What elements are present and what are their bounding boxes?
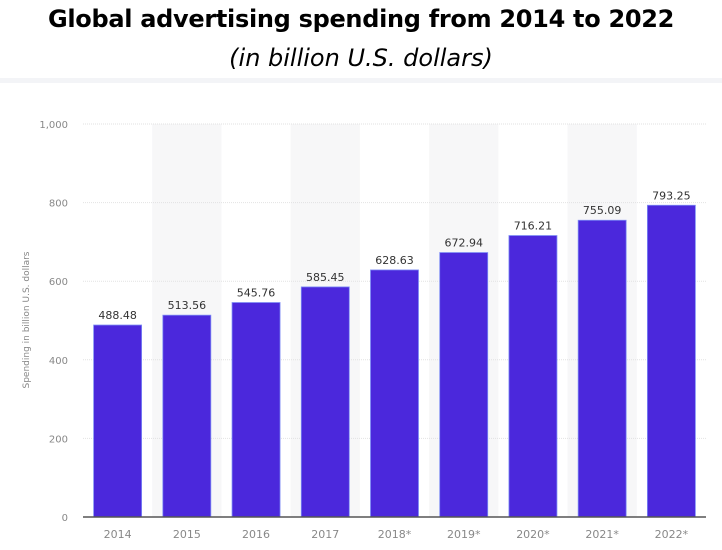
x-tick-label: 2020*	[516, 528, 550, 541]
x-tick-label: 2015	[173, 528, 201, 541]
bar	[231, 302, 281, 518]
data-label: 672.94	[444, 237, 483, 250]
x-tick-label: 2014	[104, 528, 132, 541]
data-label: 628.63	[375, 254, 414, 267]
bar	[93, 324, 143, 518]
x-tick-label: 2022*	[655, 528, 689, 541]
data-label: 585.45	[306, 271, 345, 284]
bar	[300, 286, 350, 518]
chart-title: Global advertising spending from 2014 to…	[47, 5, 675, 33]
bar	[370, 269, 419, 518]
data-label: 793.25	[652, 189, 691, 202]
y-tick-label: 600	[49, 277, 68, 288]
x-tick-label: 2021*	[585, 528, 619, 541]
bar	[162, 314, 212, 518]
x-tick-label: 2018*	[378, 528, 412, 541]
bar	[439, 252, 489, 518]
bar	[508, 235, 558, 518]
bar	[577, 219, 627, 518]
chart-subtitle: (in billion U.S. dollars)	[229, 44, 493, 72]
header-divider	[0, 78, 722, 83]
bar	[646, 204, 696, 518]
y-tick-label: 0	[62, 513, 68, 524]
y-tick-label: 800	[49, 199, 68, 210]
x-tick-label: 2016	[242, 528, 270, 541]
data-label: 545.76	[237, 287, 276, 300]
data-label: 488.48	[98, 309, 137, 322]
y-tick-label: 1,000	[39, 120, 68, 131]
y-tick-label: 200	[49, 434, 68, 445]
data-label: 755.09	[583, 204, 622, 217]
x-tick-label: 2019*	[447, 528, 481, 541]
x-tick-label: 2017	[311, 528, 339, 541]
y-tick-label: 400	[49, 356, 68, 367]
data-label: 716.21	[514, 220, 553, 233]
data-label: 513.56	[168, 299, 207, 312]
y-axis-label: Spending in billion U.S. dollars	[22, 251, 32, 388]
